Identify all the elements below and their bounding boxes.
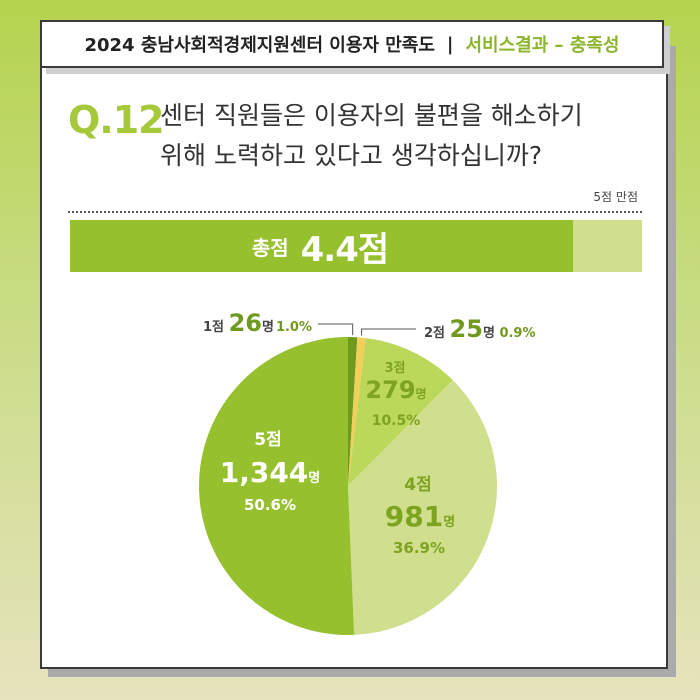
question-line-2: 위해 노력하고 있다고 생각하십니까? (160, 141, 543, 170)
label-slice-3-name: 3점 (384, 361, 405, 376)
survey-section: 서비스결과 – 충족성 (465, 35, 620, 56)
label-slice-3-count: 279명 (365, 376, 426, 404)
pie-slice-3 (348, 338, 453, 486)
pie-slice-4 (348, 380, 498, 635)
score-bar: 총점 4.4점 (70, 220, 642, 272)
dotted-divider (68, 211, 642, 213)
leader-line-2 (361, 328, 416, 336)
label-slice-4-count: 981명 (385, 500, 455, 533)
score-bar-fill (70, 220, 574, 272)
label-slice-5-count: 1,344명 (220, 456, 321, 489)
pie-slice-2 (348, 337, 366, 486)
label-slice-2: 2점 25명 0.9% (424, 315, 536, 343)
page-header: 2024 충남사회적경제지원센터 이용자 만족도 | 서비스결과 – 충족성 (40, 20, 664, 68)
score-label: 총점 (251, 235, 289, 260)
question-number: Q.12 (68, 98, 165, 142)
label-slice-4-percent: 36.9% (393, 539, 445, 557)
label-slice-1: 1점 26명 1.0% (203, 309, 312, 337)
header-separator: | (446, 33, 454, 55)
label-slice-3-percent: 10.5% (372, 413, 421, 429)
label-slice-5-name: 5점 (254, 430, 281, 450)
score-value: 4.4점 (300, 229, 390, 270)
question-line-1: 센터 직원들은 이용자의 불편을 해소하기 (160, 101, 583, 130)
question-text: 센터 직원들은 이용자의 불편을 해소하기 위해 노력하고 있다고 생각하십니까… (160, 96, 640, 176)
leader-line-1 (318, 323, 354, 336)
pie-slice-5 (199, 337, 355, 635)
label-slice-5-percent: 50.6% (244, 496, 296, 514)
survey-title: 2024 충남사회적경제지원센터 이용자 만족도 (84, 35, 435, 56)
label-slice-4-name: 4점 (404, 475, 431, 495)
pie-slice-1 (348, 337, 358, 486)
scale-note: 5점 만점 (593, 190, 638, 204)
score-bar-text: 총점 4.4점 (70, 220, 570, 272)
